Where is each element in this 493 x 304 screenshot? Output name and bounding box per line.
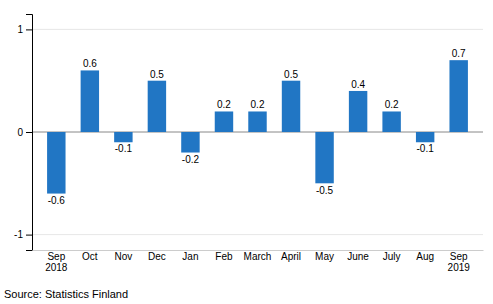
x-tick: Jan [182, 251, 198, 262]
y-axis: -1 0 1 [14, 15, 32, 251]
x-tick: March [244, 251, 272, 262]
data-label: 0.2 [251, 99, 265, 110]
x-tick-label: Jan [182, 251, 198, 262]
bar [349, 91, 367, 132]
bar [315, 132, 333, 183]
bar [181, 132, 199, 153]
x-tick: May [315, 251, 334, 262]
x-tick-label: March [244, 251, 272, 262]
data-label: -0.2 [182, 154, 200, 165]
x-tick: Dec [148, 251, 166, 262]
y-tick-label: -1 [14, 229, 23, 240]
x-tick-label: July [383, 251, 401, 262]
x-tick: Feb [215, 251, 233, 262]
data-label: -0.5 [316, 185, 334, 196]
bar [382, 111, 400, 132]
chart: -1 0 1 Sep2018 Oct Nov Dec Jan Feb March April May J… [0, 0, 493, 304]
bar [282, 81, 300, 132]
grid-line [32, 29, 483, 30]
x-axis: Sep2018 Oct Nov Dec Jan Feb March April May June J… [33, 251, 484, 274]
data-label: 0.4 [351, 79, 365, 90]
y-tick: -1 [14, 229, 32, 240]
x-tick-label: May [315, 251, 334, 262]
y-tick: 1 [17, 24, 32, 35]
y-tick: 0 [17, 127, 32, 138]
data-labels: -0.6 0.6 -0.1 0.5 -0.2 0.2 0.2 0.5 -0.5 0.4 0.2 -0.… [48, 48, 466, 206]
x-tick: Aug [416, 251, 434, 262]
bar [215, 111, 233, 132]
data-label: -0.1 [417, 143, 435, 154]
data-label: 0.6 [83, 58, 97, 69]
data-label: -0.1 [115, 143, 133, 154]
x-tick: Oct [82, 251, 98, 262]
x-tick-label: June [347, 251, 369, 262]
y-tick-mark [26, 29, 32, 30]
y-tick-label: 0 [17, 127, 23, 138]
y-tick-label: 1 [17, 24, 23, 35]
x-tick-label: April [281, 251, 301, 262]
x-tick: June [347, 251, 369, 262]
bar [449, 60, 467, 132]
x-tick: Sep2018 [45, 251, 68, 273]
bar [148, 81, 166, 132]
bar [81, 70, 99, 132]
x-tick: Nov [114, 251, 132, 262]
y-tick-mark [26, 235, 32, 236]
x-tick-label: Feb [215, 251, 233, 262]
y-tick-mark [26, 132, 32, 133]
bar [416, 132, 434, 142]
x-tick-label: Dec [148, 251, 166, 262]
data-label: 0.2 [385, 99, 399, 110]
data-label: 0.7 [452, 48, 466, 59]
y-axis-line [26, 15, 33, 251]
data-label: 0.5 [150, 69, 164, 80]
data-label: 0.5 [284, 69, 298, 80]
x-tick-label: Nov [114, 251, 132, 262]
x-tick: Sep2019 [448, 251, 471, 273]
x-tick-label: Sep2018 [45, 251, 68, 273]
x-tick-label: Sep2019 [448, 251, 471, 273]
grid-line [32, 234, 483, 235]
data-label: 0.2 [217, 99, 231, 110]
grid [32, 29, 483, 234]
x-tick: April [281, 251, 301, 262]
bar [114, 132, 132, 142]
x-tick: July [383, 251, 401, 262]
x-tick-label: Aug [416, 251, 434, 262]
data-label: -0.6 [48, 195, 66, 206]
bar [47, 132, 65, 194]
annotation: Source: Statistics Finland [4, 288, 128, 300]
x-tick-label: Oct [82, 251, 98, 262]
bars [47, 60, 468, 193]
bar [248, 111, 266, 132]
